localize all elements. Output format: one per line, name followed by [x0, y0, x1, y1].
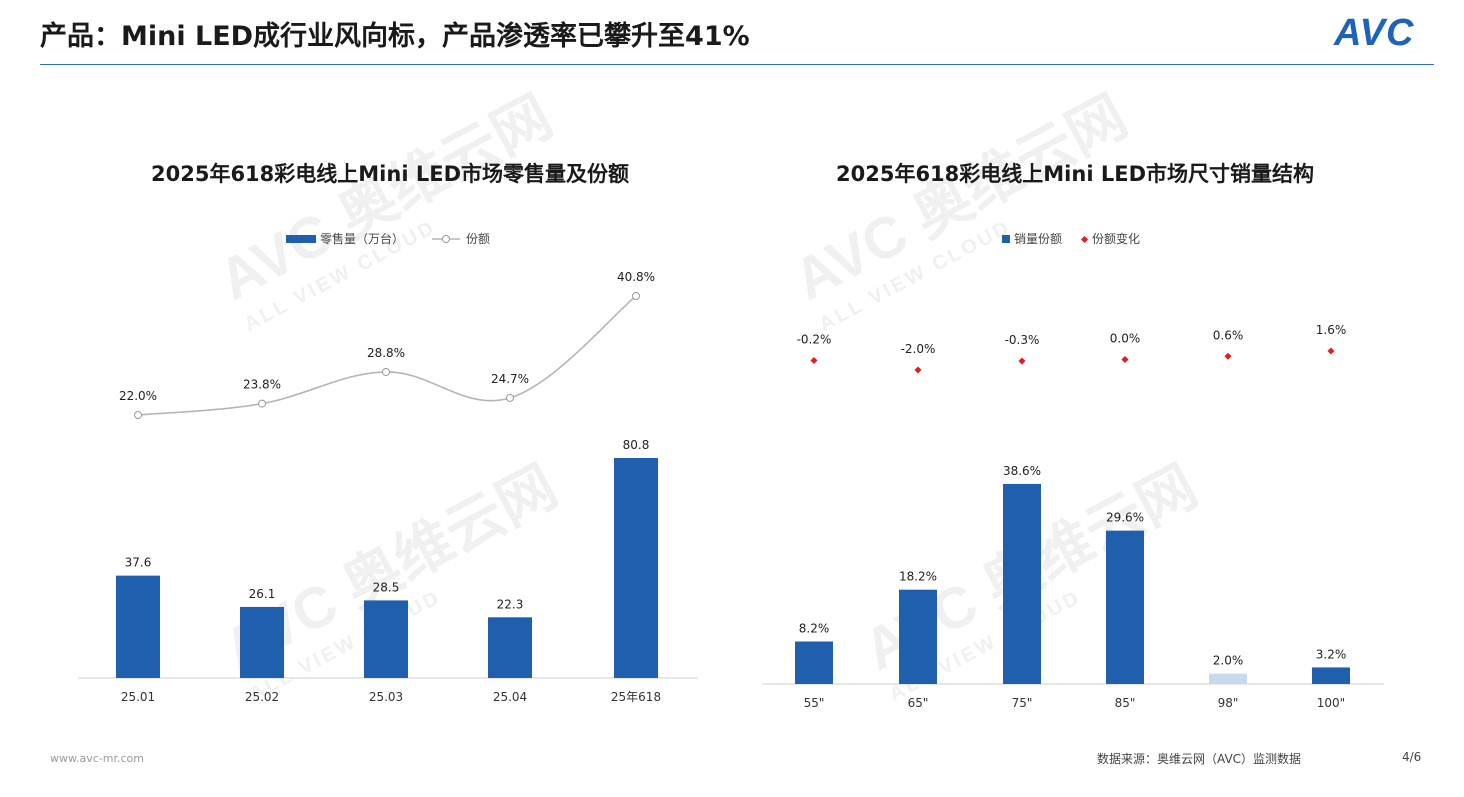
x-tick-label: 25.01 [121, 690, 155, 704]
chart-title-right: 2025年618彩电线上Mini LED市场尺寸销量结构 [836, 162, 1314, 186]
change-point [1327, 347, 1335, 355]
legend-label-line: 份额 [466, 232, 490, 246]
bar [1106, 530, 1144, 684]
share-label: 40.8% [617, 270, 655, 284]
x-tick-label: 25.04 [493, 690, 527, 704]
legend-marker-dot [1080, 235, 1089, 244]
bar-value-label: 37.6 [125, 556, 152, 570]
legend-label-bar: 销量份额 [1014, 232, 1062, 246]
bar [614, 458, 658, 678]
x-tick-label: 100" [1317, 696, 1345, 710]
bar-value-label: 22.3 [497, 597, 524, 611]
x-tick-label: 85" [1115, 696, 1136, 710]
change-point [1018, 357, 1026, 365]
bar-value-label: 38.6% [1003, 464, 1041, 478]
change-label: 1.6% [1316, 323, 1347, 337]
legend-swatch-bar [1002, 235, 1010, 243]
bar [488, 617, 532, 678]
bar-value-label: 28.5 [373, 580, 400, 594]
chart-title-left: 2025年618彩电线上Mini LED市场零售量及份额 [151, 162, 629, 186]
share-label: 24.7% [491, 372, 529, 386]
bar-value-label: 26.1 [249, 587, 276, 601]
change-point [914, 366, 922, 374]
x-tick-label: 98" [1218, 696, 1239, 710]
share-label: 28.8% [367, 346, 405, 360]
legend-label-dot: 份额变化 [1092, 231, 1140, 246]
page-number: 4/6 [1402, 750, 1422, 764]
change-point [1224, 352, 1232, 360]
bar [1209, 673, 1247, 684]
x-tick-label: 65" [908, 696, 929, 710]
change-label: 0.0% [1110, 331, 1141, 345]
bar-value-label: 80.8 [623, 438, 650, 452]
change-point [1121, 355, 1129, 363]
bar [1312, 667, 1350, 684]
share-label: 22.0% [119, 389, 157, 403]
bar [899, 589, 937, 684]
x-tick-label: 25.03 [369, 690, 403, 704]
change-label: -0.3% [1005, 333, 1040, 347]
change-label: -2.0% [901, 342, 936, 356]
share-point [382, 367, 390, 376]
legend-marker-line [442, 235, 450, 243]
change-label: -0.2% [797, 333, 832, 347]
share-point [258, 399, 266, 408]
bar-value-label: 18.2% [899, 570, 937, 584]
x-tick-label: 25.02 [245, 690, 279, 704]
avc-logo: AVC [1334, 12, 1415, 54]
chart-right: 销量份额 份额变化 8.2% 55" -0.2% 18.2% 65" -2.0% 38.6% 75… [762, 231, 1384, 710]
x-tick-label: 55" [804, 696, 825, 710]
share-point [632, 292, 640, 300]
change-point [810, 356, 818, 365]
footer-source: 数据来源：奥维云网（AVC）监测数据 [1097, 752, 1302, 766]
share-point [506, 393, 514, 402]
legend-label-bar: 零售量（万台） [320, 231, 404, 246]
title-divider [40, 64, 1434, 65]
x-tick-label: 25年618 [611, 690, 661, 704]
bar [364, 600, 408, 678]
bar-value-label: 3.2% [1316, 647, 1347, 661]
bar-value-label: 29.6% [1106, 511, 1144, 525]
bar [116, 575, 160, 678]
footer-website: www.avc-mr.com [50, 752, 144, 765]
change-label: 0.6% [1213, 328, 1244, 342]
bar-value-label: 2.0% [1213, 654, 1244, 668]
bar [1003, 484, 1041, 684]
bar [240, 606, 284, 678]
legend-swatch-bar [286, 235, 316, 243]
share-point [134, 411, 142, 419]
share-label: 23.8% [243, 378, 281, 392]
page-title: 产品：Mini LED成行业风向标，产品渗透率已攀升至41% [40, 21, 750, 52]
bar [795, 641, 833, 684]
x-tick-label: 75" [1012, 696, 1033, 710]
chart-left: 零售量（万台） 份额 37.6 25.01 26.1 25.02 28.5 25.03 22.3… [78, 231, 698, 704]
bar-value-label: 8.2% [799, 622, 830, 636]
